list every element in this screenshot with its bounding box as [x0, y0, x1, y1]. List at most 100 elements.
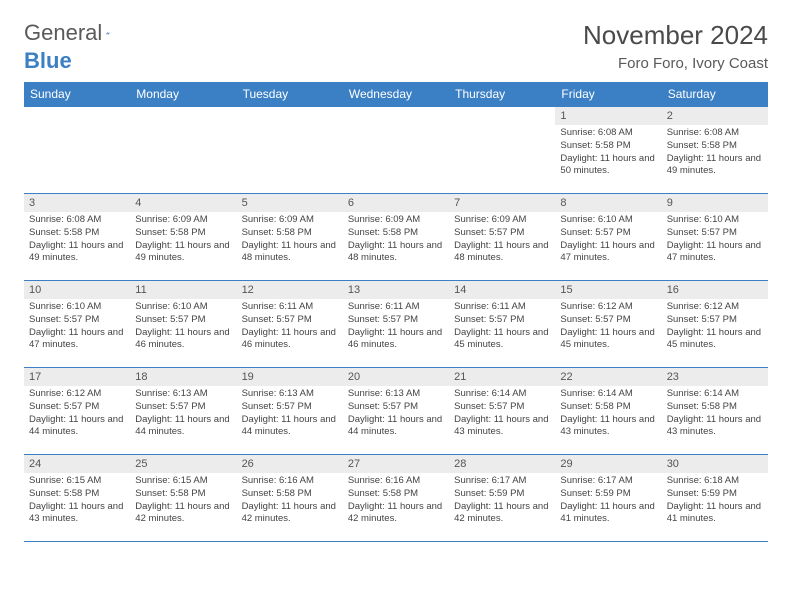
day-number: 22 [555, 368, 661, 386]
calendar-day-cell: 11Sunrise: 6:10 AMSunset: 5:57 PMDayligh… [130, 281, 236, 368]
calendar-day-cell: 1Sunrise: 6:08 AMSunset: 5:58 PMDaylight… [555, 107, 661, 194]
weekday-header: Thursday [449, 82, 555, 107]
day-details: Sunrise: 6:08 AMSunset: 5:58 PMDaylight:… [555, 125, 661, 182]
day-details: Sunrise: 6:09 AMSunset: 5:58 PMDaylight:… [237, 212, 343, 269]
calendar-day-cell: 10Sunrise: 6:10 AMSunset: 5:57 PMDayligh… [24, 281, 130, 368]
day-number: 29 [555, 455, 661, 473]
day-number: 24 [24, 455, 130, 473]
calendar-day-cell: 28Sunrise: 6:17 AMSunset: 5:59 PMDayligh… [449, 455, 555, 542]
day-number: 12 [237, 281, 343, 299]
day-number: 7 [449, 194, 555, 212]
day-number: 9 [662, 194, 768, 212]
header: General November 2024 Foro Foro, Ivory C… [24, 20, 768, 72]
calendar-day-cell: 18Sunrise: 6:13 AMSunset: 5:57 PMDayligh… [130, 368, 236, 455]
calendar-day-cell [24, 107, 130, 194]
calendar-day-cell: 21Sunrise: 6:14 AMSunset: 5:57 PMDayligh… [449, 368, 555, 455]
day-number: 6 [343, 194, 449, 212]
calendar-table: Sunday Monday Tuesday Wednesday Thursday… [24, 82, 768, 541]
calendar-day-cell: 15Sunrise: 6:12 AMSunset: 5:57 PMDayligh… [555, 281, 661, 368]
calendar-day-cell: 2Sunrise: 6:08 AMSunset: 5:58 PMDaylight… [662, 107, 768, 194]
weekday-header: Friday [555, 82, 661, 107]
weekday-header: Monday [130, 82, 236, 107]
day-number: 10 [24, 281, 130, 299]
calendar-page: General November 2024 Foro Foro, Ivory C… [0, 0, 792, 562]
calendar-day-cell: 26Sunrise: 6:16 AMSunset: 5:58 PMDayligh… [237, 455, 343, 542]
weekday-header: Saturday [662, 82, 768, 107]
day-details: Sunrise: 6:10 AMSunset: 5:57 PMDaylight:… [662, 212, 768, 269]
calendar-day-cell [449, 107, 555, 194]
day-number: 4 [130, 194, 236, 212]
day-number: 21 [449, 368, 555, 386]
weekday-header: Wednesday [343, 82, 449, 107]
calendar-day-cell: 16Sunrise: 6:12 AMSunset: 5:57 PMDayligh… [662, 281, 768, 368]
calendar-week-row: 24Sunrise: 6:15 AMSunset: 5:58 PMDayligh… [24, 455, 768, 542]
day-details: Sunrise: 6:10 AMSunset: 5:57 PMDaylight:… [24, 299, 130, 356]
weekday-header: Sunday [24, 82, 130, 107]
day-number: 13 [343, 281, 449, 299]
calendar-day-cell: 5Sunrise: 6:09 AMSunset: 5:58 PMDaylight… [237, 194, 343, 281]
day-details: Sunrise: 6:11 AMSunset: 5:57 PMDaylight:… [449, 299, 555, 356]
calendar-week-row: 1Sunrise: 6:08 AMSunset: 5:58 PMDaylight… [24, 107, 768, 194]
day-number: 23 [662, 368, 768, 386]
day-number: 25 [130, 455, 236, 473]
day-details: Sunrise: 6:11 AMSunset: 5:57 PMDaylight:… [343, 299, 449, 356]
calendar-day-cell: 23Sunrise: 6:14 AMSunset: 5:58 PMDayligh… [662, 368, 768, 455]
day-number: 11 [130, 281, 236, 299]
day-number: 19 [237, 368, 343, 386]
day-number: 26 [237, 455, 343, 473]
day-details: Sunrise: 6:09 AMSunset: 5:58 PMDaylight:… [343, 212, 449, 269]
calendar-day-cell: 29Sunrise: 6:17 AMSunset: 5:59 PMDayligh… [555, 455, 661, 542]
day-details: Sunrise: 6:18 AMSunset: 5:59 PMDaylight:… [662, 473, 768, 530]
day-number: 28 [449, 455, 555, 473]
logo-word-general: General [24, 20, 102, 46]
day-details: Sunrise: 6:17 AMSunset: 5:59 PMDaylight:… [449, 473, 555, 530]
day-details: Sunrise: 6:09 AMSunset: 5:58 PMDaylight:… [130, 212, 236, 269]
calendar-day-cell: 9Sunrise: 6:10 AMSunset: 5:57 PMDaylight… [662, 194, 768, 281]
day-number: 15 [555, 281, 661, 299]
day-details: Sunrise: 6:16 AMSunset: 5:58 PMDaylight:… [237, 473, 343, 530]
day-details: Sunrise: 6:16 AMSunset: 5:58 PMDaylight:… [343, 473, 449, 530]
calendar-day-cell [130, 107, 236, 194]
logo-word-blue: Blue [24, 48, 72, 74]
month-title: November 2024 [583, 20, 768, 51]
day-details: Sunrise: 6:10 AMSunset: 5:57 PMDaylight:… [130, 299, 236, 356]
day-details: Sunrise: 6:12 AMSunset: 5:57 PMDaylight:… [24, 386, 130, 443]
day-number: 8 [555, 194, 661, 212]
day-number: 1 [555, 107, 661, 125]
day-details: Sunrise: 6:11 AMSunset: 5:57 PMDaylight:… [237, 299, 343, 356]
calendar-day-cell: 22Sunrise: 6:14 AMSunset: 5:58 PMDayligh… [555, 368, 661, 455]
calendar-day-cell: 20Sunrise: 6:13 AMSunset: 5:57 PMDayligh… [343, 368, 449, 455]
calendar-day-cell: 27Sunrise: 6:16 AMSunset: 5:58 PMDayligh… [343, 455, 449, 542]
calendar-day-cell: 14Sunrise: 6:11 AMSunset: 5:57 PMDayligh… [449, 281, 555, 368]
day-details: Sunrise: 6:14 AMSunset: 5:58 PMDaylight:… [555, 386, 661, 443]
day-number: 30 [662, 455, 768, 473]
day-details: Sunrise: 6:13 AMSunset: 5:57 PMDaylight:… [237, 386, 343, 443]
day-number: 14 [449, 281, 555, 299]
day-details: Sunrise: 6:13 AMSunset: 5:57 PMDaylight:… [130, 386, 236, 443]
logo-sail-icon [106, 25, 109, 41]
day-number: 18 [130, 368, 236, 386]
day-details: Sunrise: 6:08 AMSunset: 5:58 PMDaylight:… [662, 125, 768, 182]
calendar-day-cell: 17Sunrise: 6:12 AMSunset: 5:57 PMDayligh… [24, 368, 130, 455]
logo: General [24, 20, 128, 46]
calendar-day-cell: 25Sunrise: 6:15 AMSunset: 5:58 PMDayligh… [130, 455, 236, 542]
calendar-week-row: 17Sunrise: 6:12 AMSunset: 5:57 PMDayligh… [24, 368, 768, 455]
calendar-day-cell: 6Sunrise: 6:09 AMSunset: 5:58 PMDaylight… [343, 194, 449, 281]
day-details: Sunrise: 6:14 AMSunset: 5:58 PMDaylight:… [662, 386, 768, 443]
calendar-day-cell: 24Sunrise: 6:15 AMSunset: 5:58 PMDayligh… [24, 455, 130, 542]
day-details: Sunrise: 6:08 AMSunset: 5:58 PMDaylight:… [24, 212, 130, 269]
calendar-day-cell: 19Sunrise: 6:13 AMSunset: 5:57 PMDayligh… [237, 368, 343, 455]
calendar-week-row: 3Sunrise: 6:08 AMSunset: 5:58 PMDaylight… [24, 194, 768, 281]
calendar-day-cell [237, 107, 343, 194]
calendar-body: 1Sunrise: 6:08 AMSunset: 5:58 PMDaylight… [24, 107, 768, 542]
bottom-rule [24, 541, 768, 542]
calendar-day-cell [343, 107, 449, 194]
calendar-day-cell: 7Sunrise: 6:09 AMSunset: 5:57 PMDaylight… [449, 194, 555, 281]
title-block: November 2024 Foro Foro, Ivory Coast [583, 20, 768, 72]
weekday-header: Tuesday [237, 82, 343, 107]
calendar-day-cell: 4Sunrise: 6:09 AMSunset: 5:58 PMDaylight… [130, 194, 236, 281]
calendar-week-row: 10Sunrise: 6:10 AMSunset: 5:57 PMDayligh… [24, 281, 768, 368]
weekday-header-row: Sunday Monday Tuesday Wednesday Thursday… [24, 82, 768, 107]
day-number: 3 [24, 194, 130, 212]
calendar-day-cell: 13Sunrise: 6:11 AMSunset: 5:57 PMDayligh… [343, 281, 449, 368]
